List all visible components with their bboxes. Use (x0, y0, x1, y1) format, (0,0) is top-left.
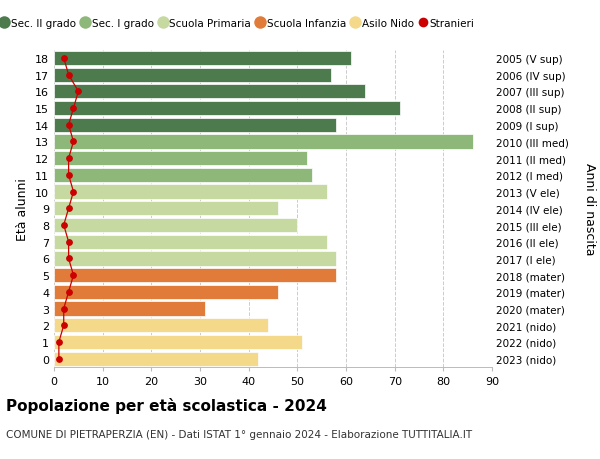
Point (64, 72, 73, 79)
Text: COMUNE DI PIETRAPERZIA (EN) - Dati ISTAT 1° gennaio 2024 - Elaborazione TUTTITAL: COMUNE DI PIETRAPERZIA (EN) - Dati ISTAT… (6, 429, 472, 439)
Bar (54, 285, 278, 299)
Point (64, 255, 73, 263)
Point (59, 222, 68, 229)
Point (59, 322, 68, 329)
Bar (54, 352, 259, 366)
Bar (54, 319, 268, 333)
Bar (54, 218, 298, 233)
Point (64, 205, 73, 213)
Point (68, 189, 78, 196)
Point (59, 305, 68, 313)
Point (64, 239, 73, 246)
Bar (54, 235, 326, 249)
Bar (54, 135, 473, 149)
Bar (54, 102, 400, 116)
Point (64, 289, 73, 296)
Point (64, 155, 73, 162)
Legend: Sec. II grado, Sec. I grado, Scuola Primaria, Scuola Infanzia, Asilo Nido, Stran: Sec. II grado, Sec. I grado, Scuola Prim… (0, 15, 478, 33)
Bar (54, 185, 326, 199)
Point (68, 139, 78, 146)
Bar (54, 118, 336, 133)
Point (68, 272, 78, 279)
Bar (54, 52, 351, 66)
Bar (54, 252, 336, 266)
Point (68, 105, 78, 112)
Bar (54, 85, 365, 99)
Bar (54, 335, 302, 349)
Bar (54, 68, 331, 83)
Y-axis label: Anni di nascita: Anni di nascita (583, 162, 596, 255)
Point (54, 339, 64, 346)
Point (74, 89, 83, 96)
Bar (54, 168, 312, 183)
Point (59, 55, 68, 62)
Text: Popolazione per età scolastica - 2024: Popolazione per età scolastica - 2024 (6, 397, 327, 413)
Point (64, 122, 73, 129)
Bar (54, 269, 336, 283)
Bar (54, 152, 307, 166)
Bar (54, 202, 278, 216)
Point (64, 172, 73, 179)
Point (54, 355, 64, 363)
Y-axis label: Età alunni: Età alunni (16, 178, 29, 240)
Bar (54, 302, 205, 316)
